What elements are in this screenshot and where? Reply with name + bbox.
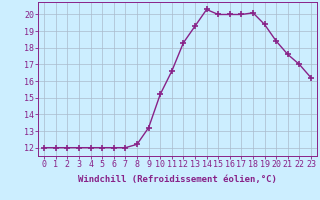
X-axis label: Windchill (Refroidissement éolien,°C): Windchill (Refroidissement éolien,°C) [78,175,277,184]
